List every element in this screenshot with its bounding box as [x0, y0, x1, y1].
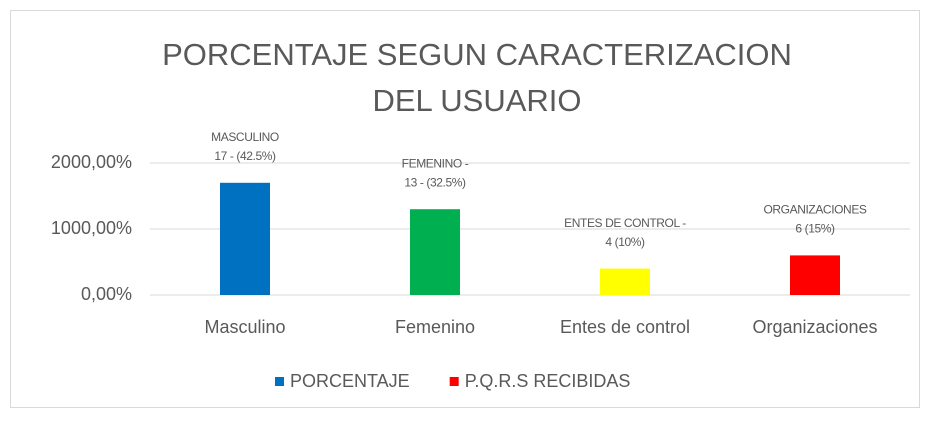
legend-swatch: [449, 377, 459, 386]
chart-title: DEL USUARIO: [372, 83, 581, 118]
y-tick-label: 2000,00%: [51, 152, 132, 172]
data-label: MASCULINO: [211, 130, 279, 144]
legend-swatch: [275, 377, 284, 386]
x-tick-label: Organizaciones: [752, 317, 877, 337]
bar: [790, 255, 840, 295]
y-tick-label: 1000,00%: [51, 218, 132, 238]
data-label: ENTES DE CONTROL -: [564, 216, 686, 230]
data-label: ORGANIZACIONES: [763, 203, 866, 217]
x-tick-label: Masculino: [204, 317, 285, 337]
legend-label: P.Q.R.S RECIBIDAS: [465, 371, 631, 391]
chart-title: PORCENTAJE SEGUN CARACTERIZACION: [162, 37, 792, 72]
x-tick-label: Entes de control: [560, 317, 690, 337]
bar: [600, 268, 650, 295]
data-label: 13 - (32.5%): [404, 175, 466, 189]
bar: [220, 182, 270, 295]
data-label: 6 (15%): [795, 222, 835, 236]
chart-frame: [10, 10, 920, 408]
x-tick-label: Femenino: [395, 317, 475, 337]
data-label: FEMENINO -: [402, 156, 469, 170]
legend-label: PORCENTAJE: [290, 371, 410, 391]
data-label: 4 (10%): [605, 235, 645, 249]
data-label: 17 - (42.5%): [214, 149, 276, 163]
y-tick-label: 0,00%: [81, 284, 132, 304]
bar: [410, 209, 460, 295]
